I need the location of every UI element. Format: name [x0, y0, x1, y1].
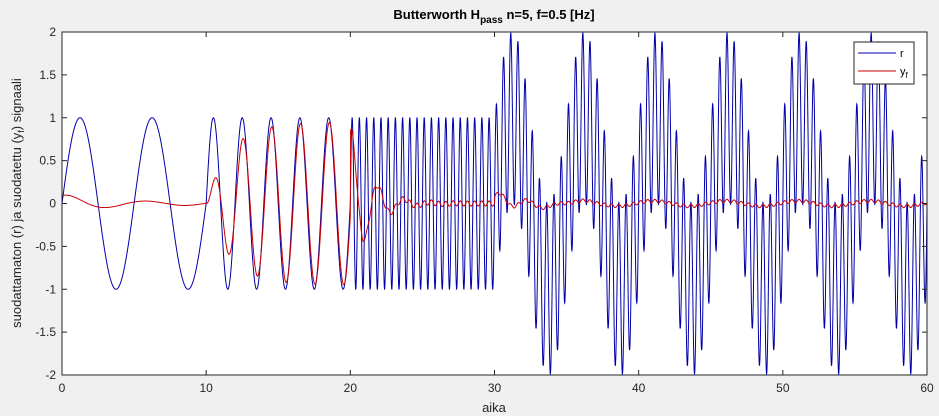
legend-label-r: r: [900, 48, 904, 60]
y-tick-label: -0.5: [35, 239, 56, 253]
y-tick-label: -1: [45, 282, 56, 296]
y-axis-ticks: -2 -1.5 -1 -0.5 0 0.5 1 1.5 2: [35, 25, 927, 382]
y-axis-label: suodattamaton (r) ja suodatettu (yf) sig…: [9, 78, 26, 328]
y-tick-label: -2: [45, 368, 56, 382]
x-tick-label: 30: [488, 381, 502, 395]
y-tick-label: 0: [49, 197, 56, 211]
y-tick-label: 1.5: [39, 68, 56, 82]
x-tick-label: 10: [199, 381, 213, 395]
x-tick-label: 50: [776, 381, 790, 395]
y-tick-label: 1: [49, 111, 56, 125]
x-axis-label: aika: [482, 400, 507, 415]
y-tick-label: 0.5: [39, 154, 56, 168]
x-tick-label: 60: [920, 381, 934, 395]
y-tick-label: 2: [49, 25, 56, 39]
chart-title: Butterworth Hpass n=5, f=0.5 [Hz]: [393, 7, 594, 26]
y-tick-label: -1.5: [35, 325, 56, 339]
legend: r yf: [853, 41, 915, 85]
series-yf-line-path: [61, 121, 928, 286]
legend-label-yf: yf: [900, 66, 909, 80]
x-tick-label: 40: [632, 381, 646, 395]
x-tick-label: 20: [344, 381, 358, 395]
series-yf-line: [61, 121, 928, 286]
x-axis-ticks: 0 10 20 30 40 50 60: [59, 32, 934, 395]
x-tick-label: 0: [59, 381, 66, 395]
legend-box: [853, 41, 915, 85]
